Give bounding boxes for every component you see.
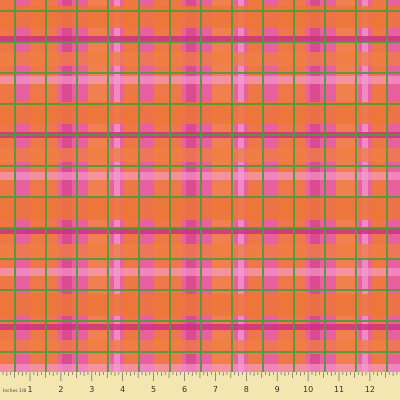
green-grid	[0, 0, 400, 372]
ruler-number: 12	[365, 385, 375, 394]
ruler-number: 6	[182, 385, 187, 394]
ruler-number: 3	[89, 385, 94, 394]
ruler-number: 4	[120, 385, 125, 394]
ruler-number: 7	[213, 385, 218, 394]
ruler-number: 8	[244, 385, 249, 394]
ruler-unit: Inches 1/8	[3, 388, 26, 394]
ruler-number: 11	[334, 385, 344, 394]
ruler-number: 5	[151, 385, 156, 394]
ruler: Inches 1/8 1 2 3 4 5 6 7 8 9 10 11 12	[0, 372, 400, 400]
ruler-number: 10	[303, 385, 313, 394]
ruler-number: 1	[27, 385, 32, 394]
ruler-number: 9	[275, 385, 280, 394]
ruler-number: 2	[58, 385, 63, 394]
